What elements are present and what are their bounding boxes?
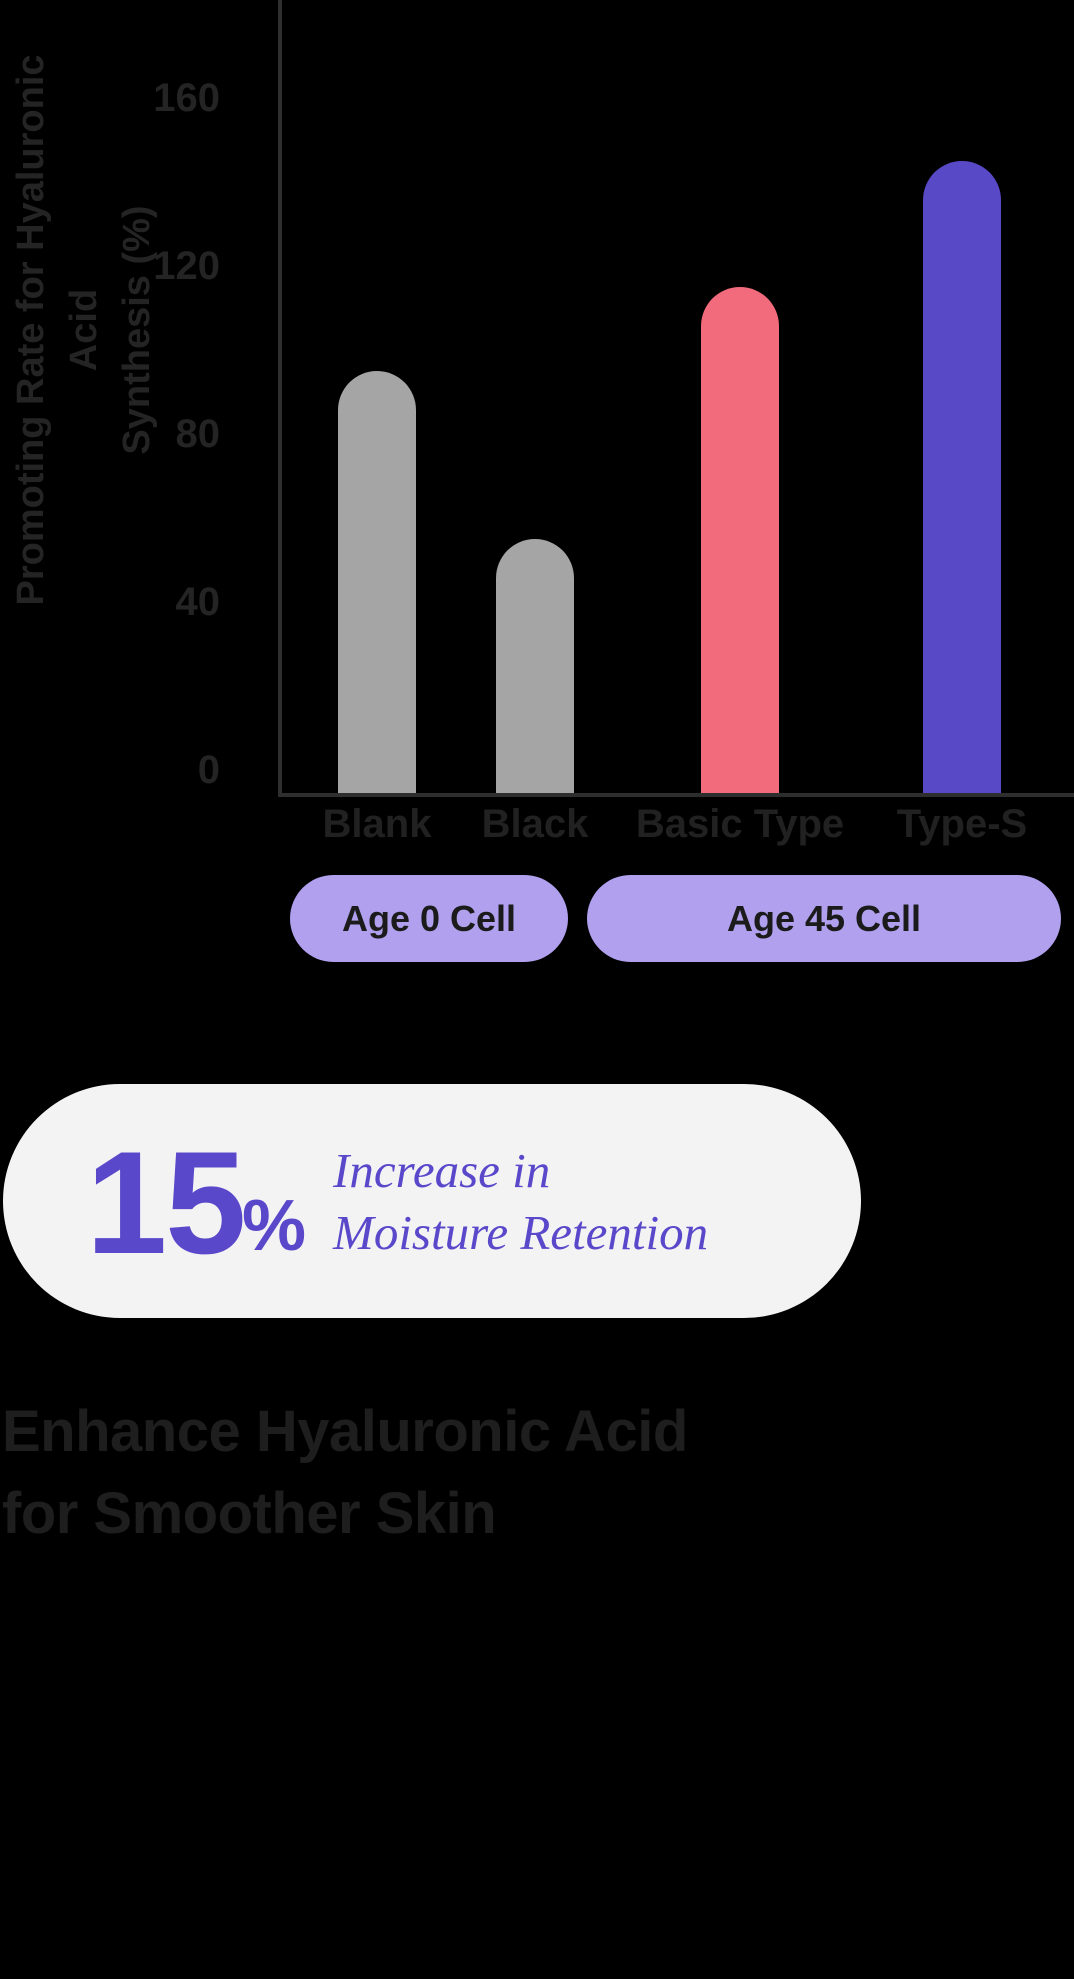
y-axis-line: [278, 0, 282, 797]
headline: Enhance Hyaluronic Acid for Smoother Ski…: [2, 1391, 688, 1555]
bar-black: [496, 539, 574, 797]
y-tick-label: 120: [153, 244, 220, 288]
bar-basic-type: [701, 287, 779, 797]
y-tick-label: 0: [197, 748, 220, 792]
stat-label-line1: Increase in: [333, 1143, 551, 1198]
y-tick-label: 80: [175, 412, 221, 456]
y-tick-label: 40: [175, 580, 221, 624]
stat-value: 15: [86, 1121, 246, 1284]
stat-unit: %: [242, 1186, 307, 1266]
stat-label: Increase in Moisture Retention: [333, 1140, 708, 1264]
stat-label-line2: Moisture Retention: [333, 1205, 709, 1260]
group-pill-age-0-cell: Age 0 Cell: [290, 875, 568, 962]
x-category-label: Blank: [322, 802, 432, 846]
headline-line2: for Smoother Skin: [2, 1481, 497, 1546]
x-category-label: Basic Type: [635, 802, 845, 846]
headline-line1: Enhance Hyaluronic Acid: [2, 1399, 688, 1464]
stat-card: [3, 1084, 861, 1318]
x-axis-line: [278, 793, 1074, 797]
bar-blank: [338, 371, 416, 797]
x-category-label: Black: [481, 802, 589, 846]
y-tick-label: 160: [153, 76, 220, 120]
bar-type-s: [923, 161, 1001, 797]
x-category-label: Type-S: [896, 802, 1028, 846]
group-pill-age-45-cell: Age 45 Cell: [587, 875, 1061, 962]
